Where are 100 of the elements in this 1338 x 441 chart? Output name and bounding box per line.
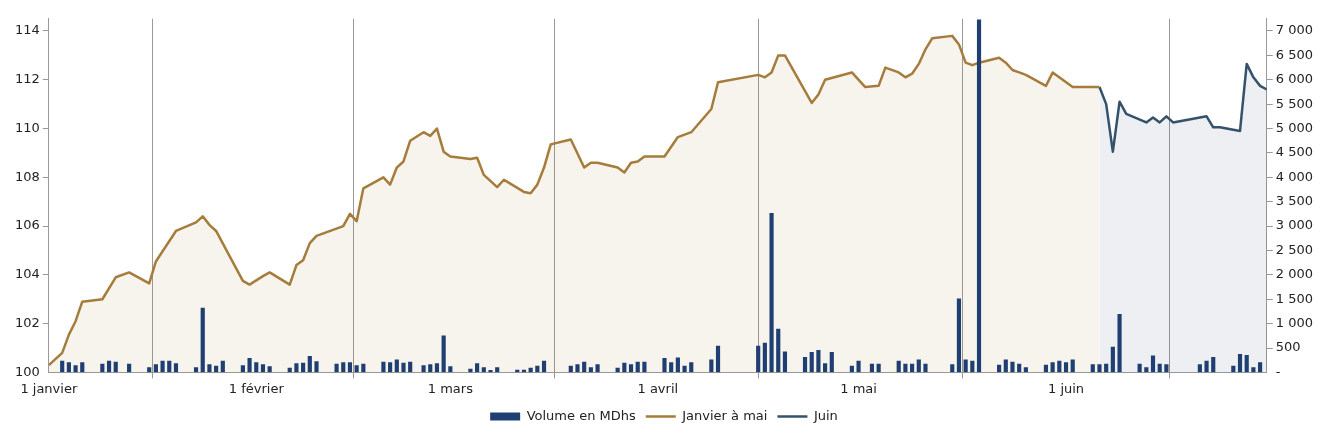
bar	[106, 360, 112, 373]
bar	[113, 361, 118, 373]
y2-tick-label: 6 500	[1275, 46, 1313, 62]
bar	[294, 363, 299, 373]
bar	[481, 367, 486, 373]
bar	[394, 359, 399, 373]
x-tick-label: 1 mars	[427, 380, 474, 396]
bar	[408, 361, 413, 373]
bar	[1057, 360, 1062, 373]
bar	[160, 360, 165, 373]
legend-label: Janvier à mai	[681, 407, 768, 423]
x-tick-label: 1 avril	[637, 380, 679, 396]
bar	[66, 362, 71, 373]
bar	[1144, 367, 1149, 373]
bar	[916, 359, 921, 373]
y2-tick-label: 4 000	[1275, 168, 1313, 184]
bar	[1043, 364, 1049, 373]
y-tick-label: 102	[14, 315, 40, 330]
bar	[73, 365, 78, 373]
bar	[347, 362, 353, 373]
bar	[903, 363, 908, 373]
bar	[963, 359, 968, 373]
bar	[381, 361, 386, 373]
bar	[341, 362, 346, 373]
bar	[669, 362, 674, 373]
bar	[1010, 361, 1015, 373]
bar	[1244, 355, 1249, 373]
y2-tick-label: 4 500	[1275, 144, 1313, 160]
bar	[756, 345, 761, 373]
bar	[856, 360, 861, 373]
bar	[301, 362, 306, 373]
bar	[448, 366, 453, 373]
bar	[1097, 364, 1102, 373]
bar	[401, 362, 406, 373]
bar	[876, 363, 881, 373]
bar	[923, 363, 928, 373]
bar	[1090, 364, 1095, 373]
y-tick-label: 108	[14, 168, 40, 184]
bar	[642, 361, 647, 373]
bar	[240, 365, 245, 373]
bar	[495, 367, 500, 373]
bar	[595, 364, 600, 373]
bar	[769, 213, 774, 373]
x-tick-label: 1 mai	[840, 380, 877, 396]
bar	[1150, 355, 1156, 373]
bar	[816, 350, 821, 373]
bar	[675, 357, 680, 373]
bar	[956, 298, 962, 373]
bar	[976, 19, 982, 373]
bar	[869, 363, 875, 373]
bar	[334, 363, 339, 373]
y2-tick-label: -	[1275, 363, 1281, 379]
bar	[254, 362, 259, 373]
bar	[1197, 364, 1202, 373]
bar	[776, 328, 781, 373]
bar	[193, 367, 199, 373]
bar	[1157, 363, 1162, 373]
bar	[662, 357, 667, 373]
bar	[541, 360, 547, 373]
bar	[220, 360, 225, 373]
bar	[1117, 314, 1122, 373]
bar	[314, 361, 319, 373]
bar	[762, 342, 767, 373]
bar	[100, 363, 105, 373]
bar	[997, 364, 1002, 373]
y-tick-label: 112	[14, 71, 40, 87]
bar	[582, 361, 587, 373]
bar	[782, 351, 788, 373]
bar	[1023, 367, 1028, 373]
bar	[1063, 362, 1069, 373]
bar	[475, 363, 480, 373]
y-tick-label: 100	[14, 363, 40, 379]
bar	[809, 352, 814, 373]
legend-label: Juin	[812, 407, 838, 423]
bar	[1258, 362, 1263, 373]
bar	[428, 364, 433, 373]
bar	[1017, 363, 1022, 373]
bar	[910, 363, 915, 373]
y2-tick-label: 500	[1275, 339, 1301, 355]
y-tick-label: 110	[14, 119, 40, 135]
y2-tick-label: 6 000	[1275, 71, 1313, 87]
bar	[354, 365, 359, 373]
bar	[628, 364, 634, 373]
bar	[1104, 363, 1109, 373]
y2-tick-label: 7 000	[1275, 22, 1313, 38]
bar	[173, 363, 179, 373]
bar	[434, 363, 440, 373]
bar	[361, 363, 366, 373]
bar	[1211, 356, 1216, 373]
y2-tick-label: 2 000	[1275, 266, 1313, 282]
bar	[260, 364, 266, 373]
y-tick-label: 104	[14, 266, 40, 282]
bar	[1003, 359, 1008, 373]
y-tick-label: 106	[14, 217, 40, 233]
y2-tick-label: 2 500	[1275, 241, 1313, 257]
bar	[829, 352, 834, 373]
y2-tick-label: 5 500	[1275, 95, 1313, 111]
bar	[207, 364, 212, 373]
bar	[267, 366, 272, 373]
bar	[488, 370, 493, 373]
